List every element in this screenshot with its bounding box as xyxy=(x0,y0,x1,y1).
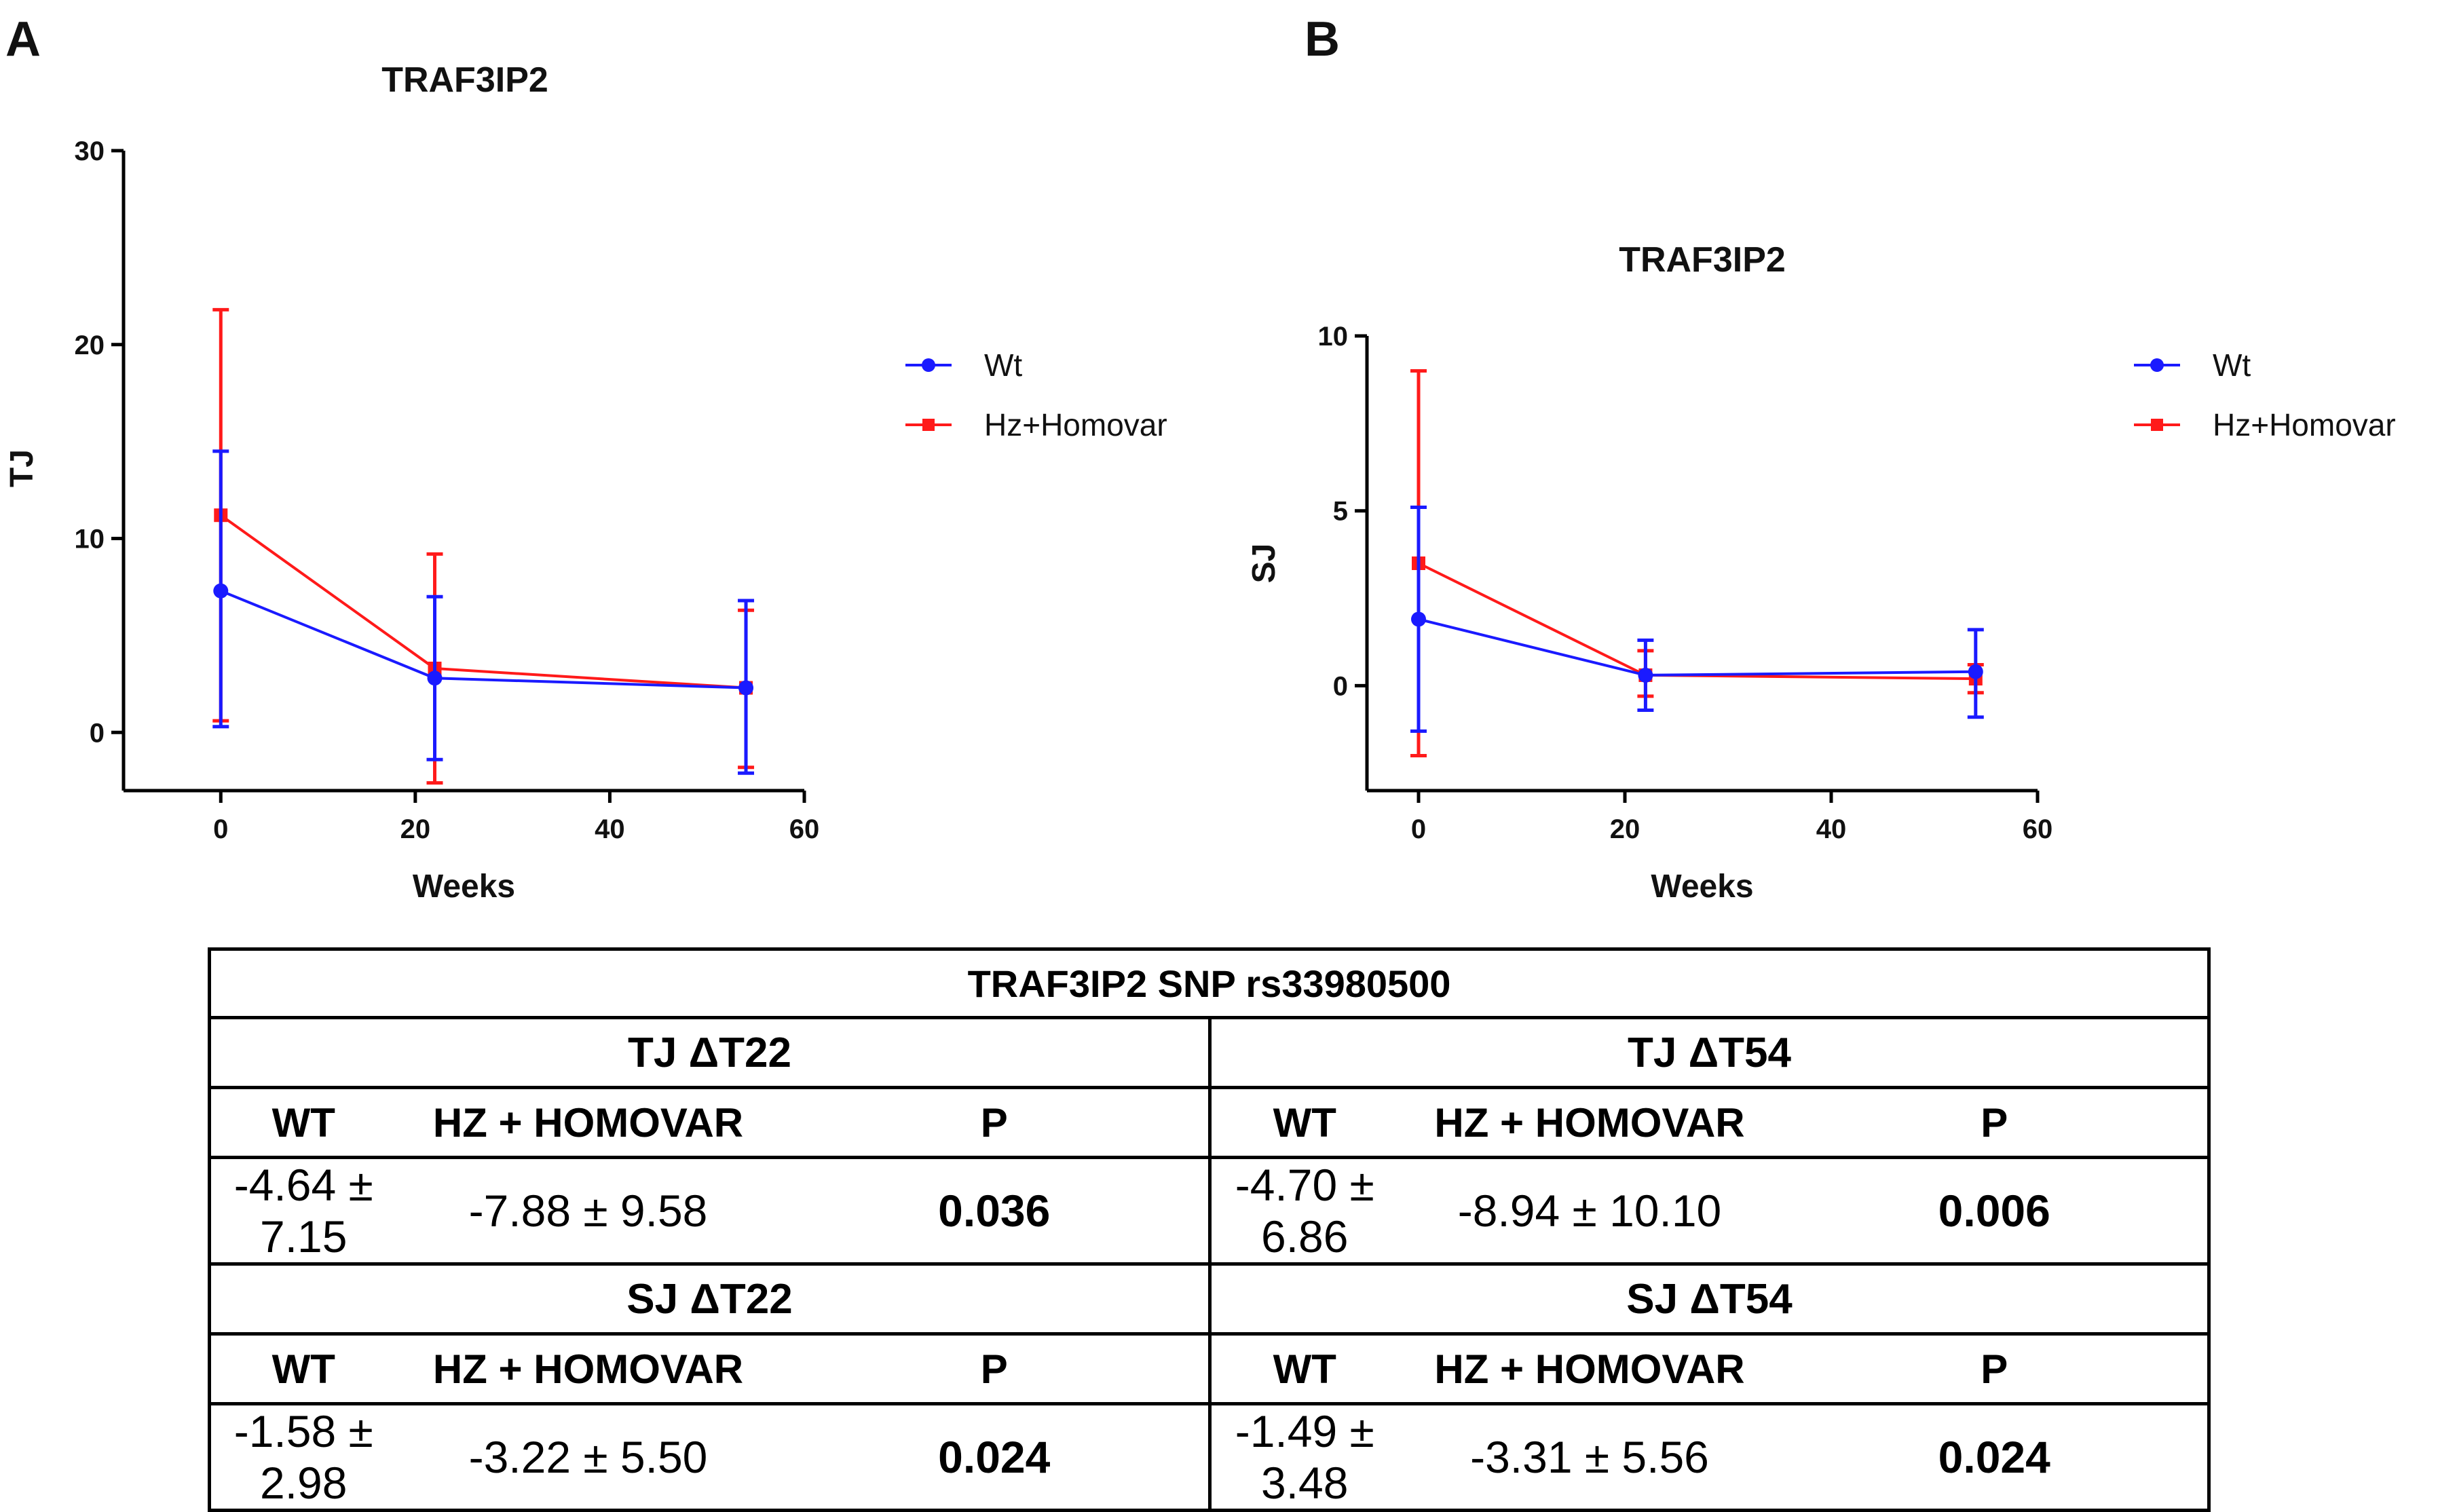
table-title: TRAF3IP2 SNP rs33980500 xyxy=(207,947,2211,1019)
sj22-hz-value: -3.22 ± 5.50 xyxy=(396,1402,781,1512)
chart2-legend-hz-homovar-marker xyxy=(2151,419,2163,431)
col-header-wt: WT xyxy=(1209,1086,1398,1159)
sj54-p-value: 0.024 xyxy=(1781,1402,2211,1512)
chart2-x-tick-label: 0 xyxy=(1411,814,1426,844)
chart2-x-axis-label: Weeks xyxy=(1651,869,1753,905)
chart1-legend-hz-homovar-marker xyxy=(922,419,935,431)
chart1-y-tick-label: 30 xyxy=(75,136,105,166)
col-header-hz: HZ + HOMOVAR xyxy=(1398,1332,1782,1405)
tj22-p-value: 0.036 xyxy=(780,1156,1212,1266)
chart1-y-axis-label: TJ xyxy=(4,449,40,487)
col-header-p: P xyxy=(1781,1086,2211,1159)
chart1-x-tick-label: 60 xyxy=(789,814,820,844)
tj54-hz-value: -8.94 ± 10.10 xyxy=(1398,1156,1782,1266)
chart1-x-tick-label: 40 xyxy=(595,814,625,844)
chart1-series-wt-point xyxy=(738,680,754,696)
sj54-hz-value: -3.31 ± 5.56 xyxy=(1398,1402,1782,1512)
chart2-y-tick-label: 5 xyxy=(1333,497,1348,527)
chart2-series-wt-point xyxy=(1411,611,1426,627)
col-header-p: P xyxy=(1781,1332,2211,1405)
chart2-title: TRAF3IP2 xyxy=(1619,240,1786,280)
tj22-hz-value: -7.88 ± 9.58 xyxy=(396,1156,781,1266)
chart1-series-wt-point xyxy=(213,583,229,599)
chart1-series-hz-homovar-line xyxy=(220,514,747,689)
group-header-tj-t22: TJ ΔT22 xyxy=(208,1016,1212,1089)
chart1-legend-hz-homovar-label: Hz+Homovar xyxy=(984,407,1167,442)
col-header-hz: HZ + HOMOVAR xyxy=(1398,1086,1782,1159)
chart1-y-tick-label: 20 xyxy=(75,330,105,360)
chart2-x-tick-label: 20 xyxy=(1610,814,1640,844)
tj22-wt-value: -4.64 ± 7.15 xyxy=(208,1156,396,1266)
sj54-wt-value: -1.49 ± 3.48 xyxy=(1209,1402,1398,1512)
chart1-y-tick-label: 10 xyxy=(75,525,105,554)
chart1-x-axis-label: Weeks xyxy=(413,869,515,905)
chart2-legend-wt-marker xyxy=(2150,358,2164,372)
chart2-y-tick-label: 10 xyxy=(1318,322,1349,352)
chart2-series-wt-point xyxy=(1638,667,1653,683)
col-header-hz: HZ + HOMOVAR xyxy=(396,1332,781,1405)
chart1-x-tick-label: 20 xyxy=(400,814,431,844)
chart2-series-hz-homovar-line xyxy=(1418,562,1976,681)
group-header-sj-t54: SJ ΔT54 xyxy=(1207,1262,2211,1336)
stats-table: TRAF3IP2 SNP rs33980500 TJ ΔT22 TJ ΔT54 … xyxy=(207,947,2211,1512)
chart1-x-tick-label: 0 xyxy=(213,814,228,844)
chart1-series-wt-point xyxy=(427,670,443,686)
col-header-hz: HZ + HOMOVAR xyxy=(396,1086,781,1159)
group-header-tj-t54: TJ ΔT54 xyxy=(1207,1016,2211,1089)
chart2-x-tick-label: 60 xyxy=(2023,814,2053,844)
sj22-wt-value: -1.58 ± 2.98 xyxy=(208,1402,396,1512)
tj54-wt-value: -4.70 ± 6.86 xyxy=(1209,1156,1398,1266)
group-header-sj-t22: SJ ΔT22 xyxy=(208,1262,1212,1336)
chart2-series-wt-point xyxy=(1968,664,1983,679)
chart2-x-tick-label: 40 xyxy=(1816,814,1847,844)
chart2-legend-wt-label: Wt xyxy=(2213,347,2251,383)
tj54-p-value: 0.006 xyxy=(1781,1156,2211,1266)
col-header-wt: WT xyxy=(208,1086,396,1159)
chart1-y-tick-label: 0 xyxy=(90,718,105,748)
chart2-y-axis-label: SJ xyxy=(1246,544,1282,584)
chart2-series-wt-line xyxy=(1418,618,1976,677)
chart2-y-tick-label: 0 xyxy=(1333,671,1348,701)
col-header-p: P xyxy=(780,1086,1212,1159)
panel-label-a: A xyxy=(5,12,41,67)
chart2-legend-hz-homovar-label: Hz+Homovar xyxy=(2213,407,2396,442)
chart1-series-wt-line xyxy=(220,589,747,689)
chart1-title: TRAF3IP2 xyxy=(381,60,548,100)
sj22-p-value: 0.024 xyxy=(780,1402,1212,1512)
panel-label-b: B xyxy=(1305,12,1340,67)
chart1-legend-wt-marker xyxy=(922,358,935,372)
col-header-wt: WT xyxy=(1209,1332,1398,1405)
col-header-p: P xyxy=(780,1332,1212,1405)
col-header-wt: WT xyxy=(208,1332,396,1405)
charts-figure: A B TRAF3IP2 Weeks TJ 0 10 20 30 0 20 40 60 Wt Hz+Ho… xyxy=(4,12,2396,905)
chart1-legend-wt-label: Wt xyxy=(984,347,1022,383)
